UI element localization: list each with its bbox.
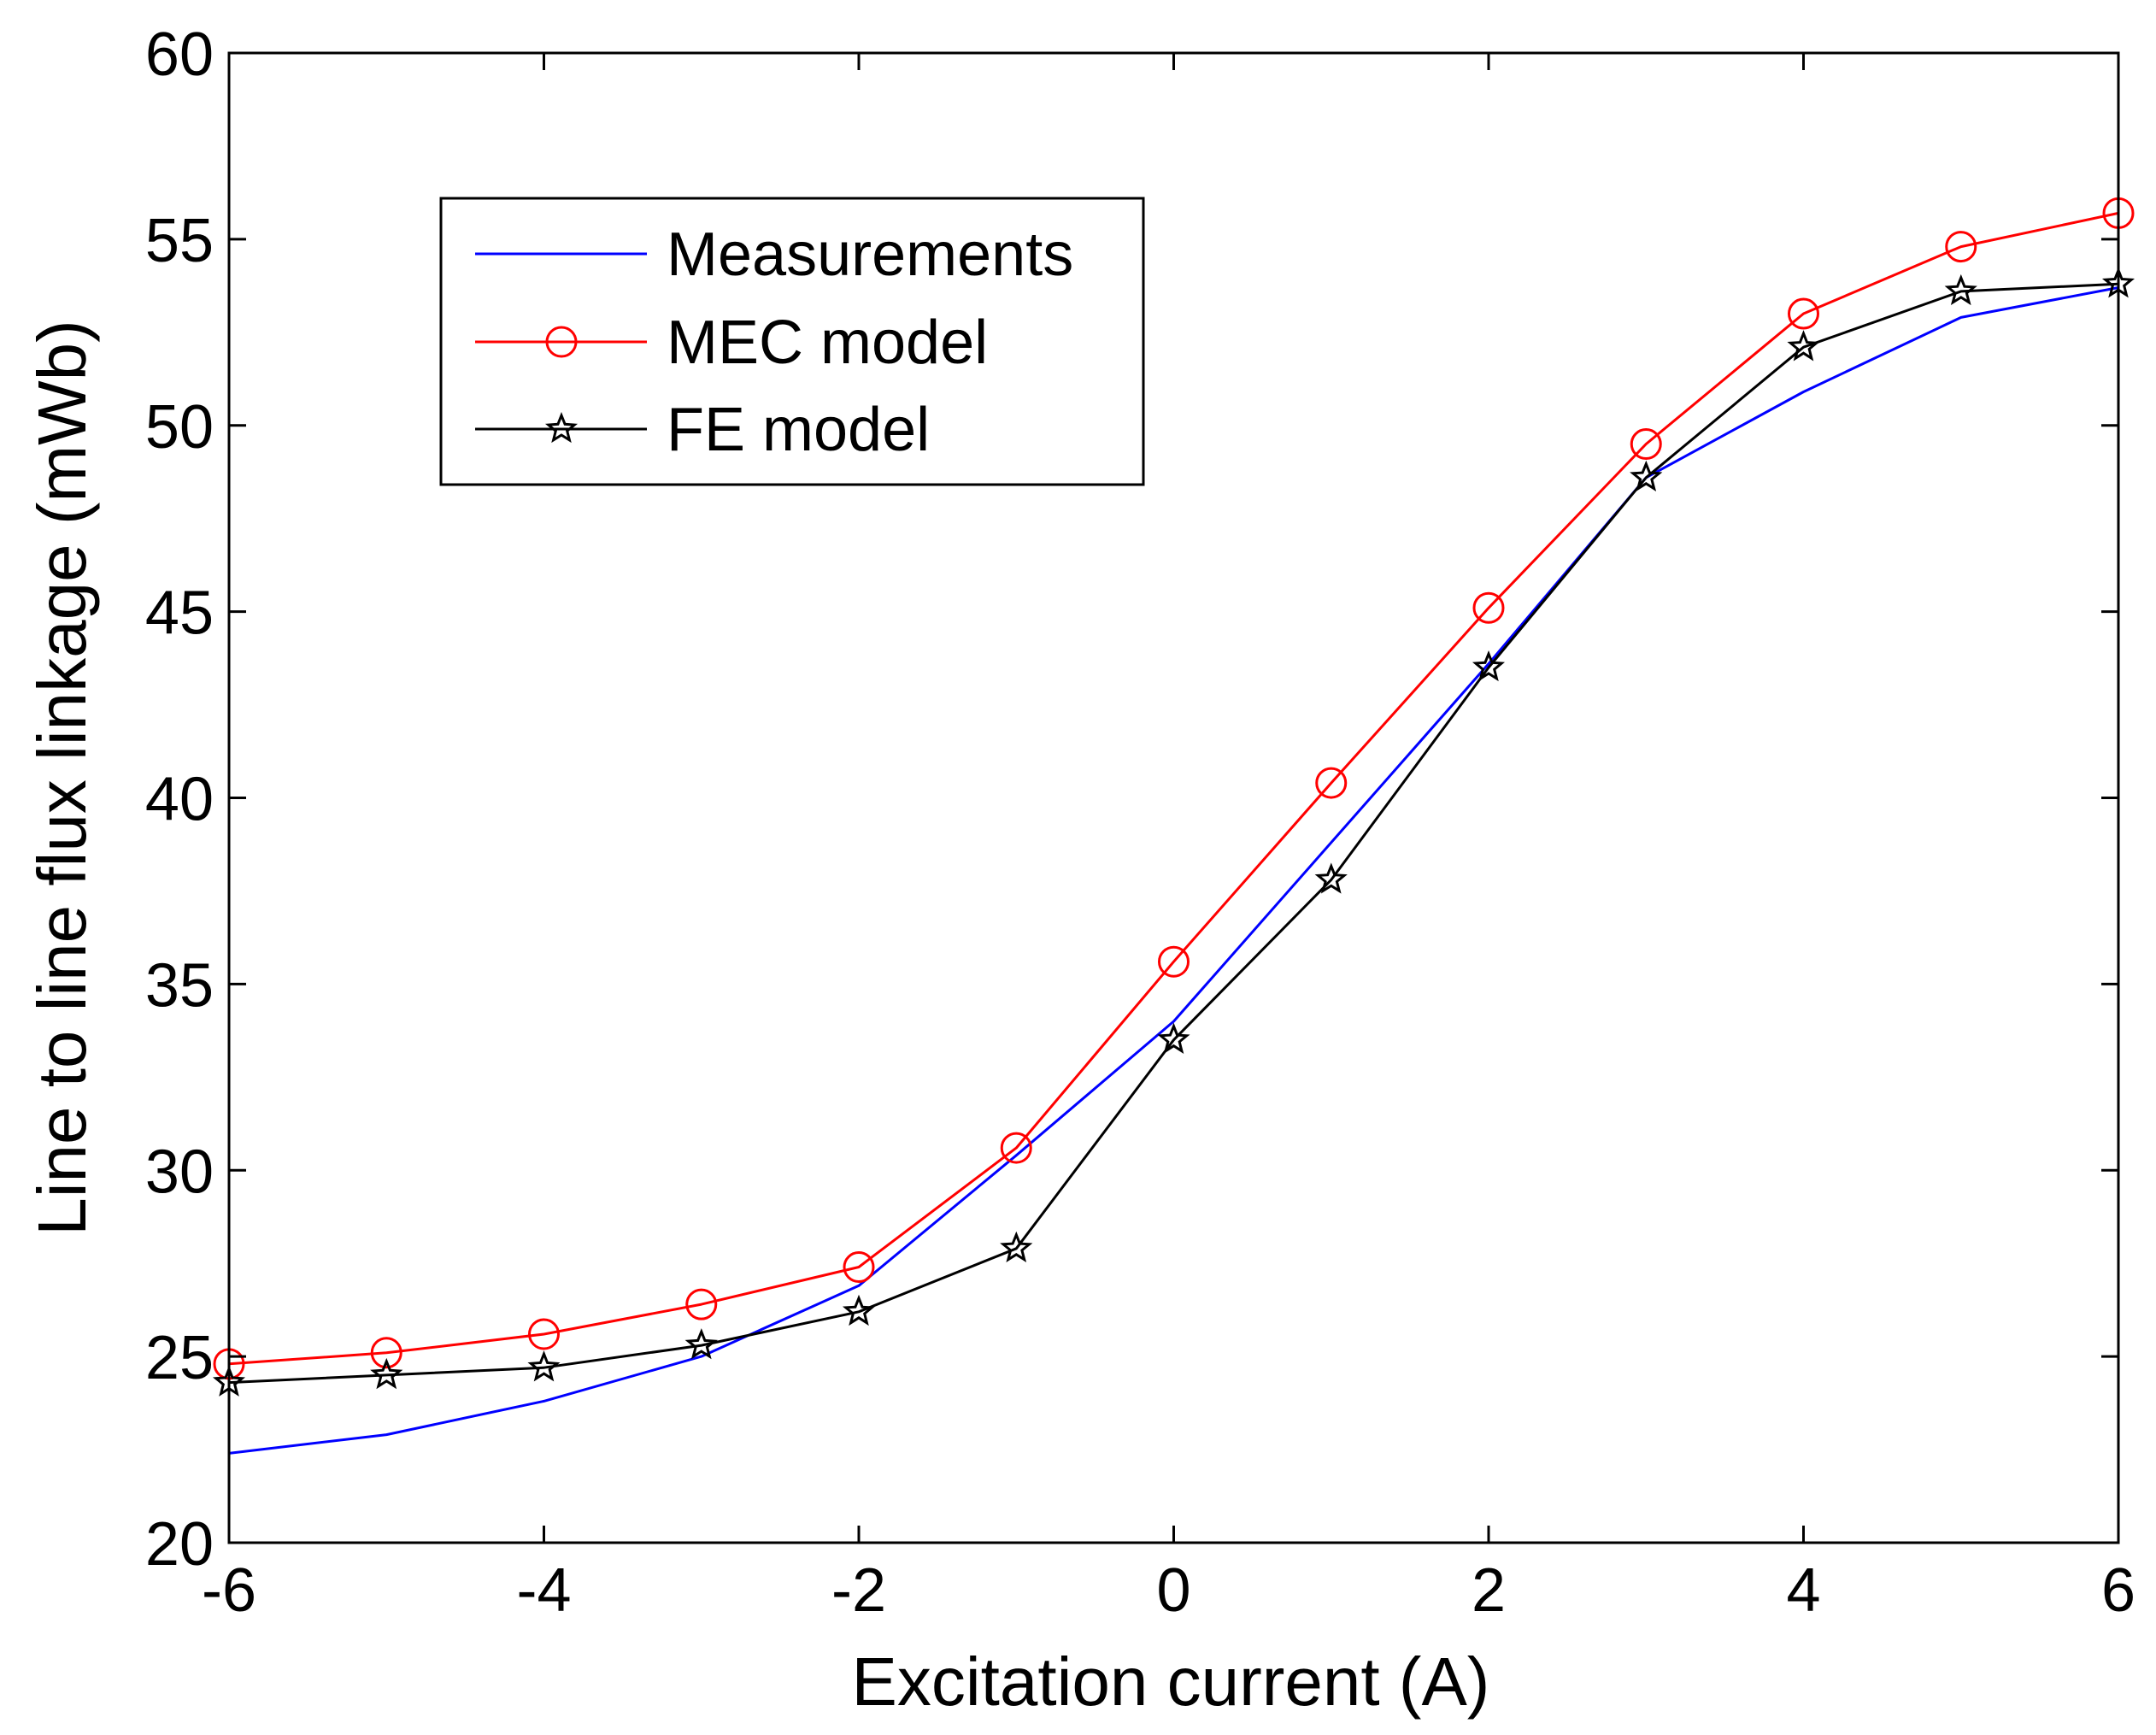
data-point-mec-model [370,1337,402,1369]
y-tick-label: 55 [145,207,214,275]
data-point-fe-model [370,1357,403,1390]
legend-label-mec-model: MEC model [667,309,988,377]
axes: -6 -4 -2 0 2 4 6 20 25 30 35 40 45 50 55 60 [145,21,2135,1625]
y-tick-label: 30 [145,1138,214,1206]
data-point-fe-model [1787,330,1820,362]
data-point-fe-model [684,1328,718,1360]
series-line-fe-model [228,282,2119,1385]
data-point-fe-model [1944,273,1977,306]
data-point-fe-model [1630,460,1663,491]
y-tick-label: 25 [145,1324,214,1392]
y-tick-label: 60 [145,21,214,89]
data-point-mec-model [1000,1132,1032,1164]
data-point-mec-model [1472,591,1505,624]
legend-label-measurements: Measurements [667,221,1073,289]
y-tick-label: 20 [145,1510,214,1579]
data-point-fe-model [1000,1231,1033,1262]
data-point-mec-model [1315,767,1348,799]
y-tick-label: 50 [145,393,214,462]
data-point-fe-model [1314,862,1348,894]
y-tick-label: 45 [145,579,214,648]
x-tick-label: -6 [202,1556,256,1625]
data-point-mec-model [1945,231,1977,263]
data-point-mec-model [1788,297,1819,330]
data-point-mec-model [528,1318,560,1350]
legend-marker-fe-model [544,411,579,444]
y-axis-label: Line to line flux linkage (mWb) [24,320,100,1236]
data-point-mec-model [685,1288,718,1320]
data-point-mec-model [843,1251,875,1284]
series-line-mec-model [228,211,2119,1366]
series-line-measurements [228,286,2119,1455]
x-tick-label: 2 [1472,1556,1506,1625]
data-point-fe-model [527,1350,561,1382]
x-tick-label: -4 [516,1556,571,1625]
x-axis-label: Excitation current (A) [852,1644,1490,1720]
x-tick-label: 6 [2101,1556,2135,1625]
legend: Measurements MEC model FE model [439,197,1145,486]
x-tick-label: 4 [1786,1556,1820,1625]
y-tick-label: 35 [145,951,214,1020]
legend-label-fe-model: FE model [667,396,930,464]
y-tick-label: 40 [145,766,214,834]
data-point-mec-model [1158,945,1190,978]
data-point-fe-model [1472,650,1506,682]
x-tick-label: -2 [831,1556,886,1625]
data-point-fe-model [842,1294,876,1326]
plot-area [212,197,2135,1455]
x-tick-label: 0 [1156,1556,1190,1625]
legend-marker-mec-model [545,326,578,358]
data-point-fe-model [1157,1022,1190,1054]
data-point-mec-model [1630,428,1662,461]
